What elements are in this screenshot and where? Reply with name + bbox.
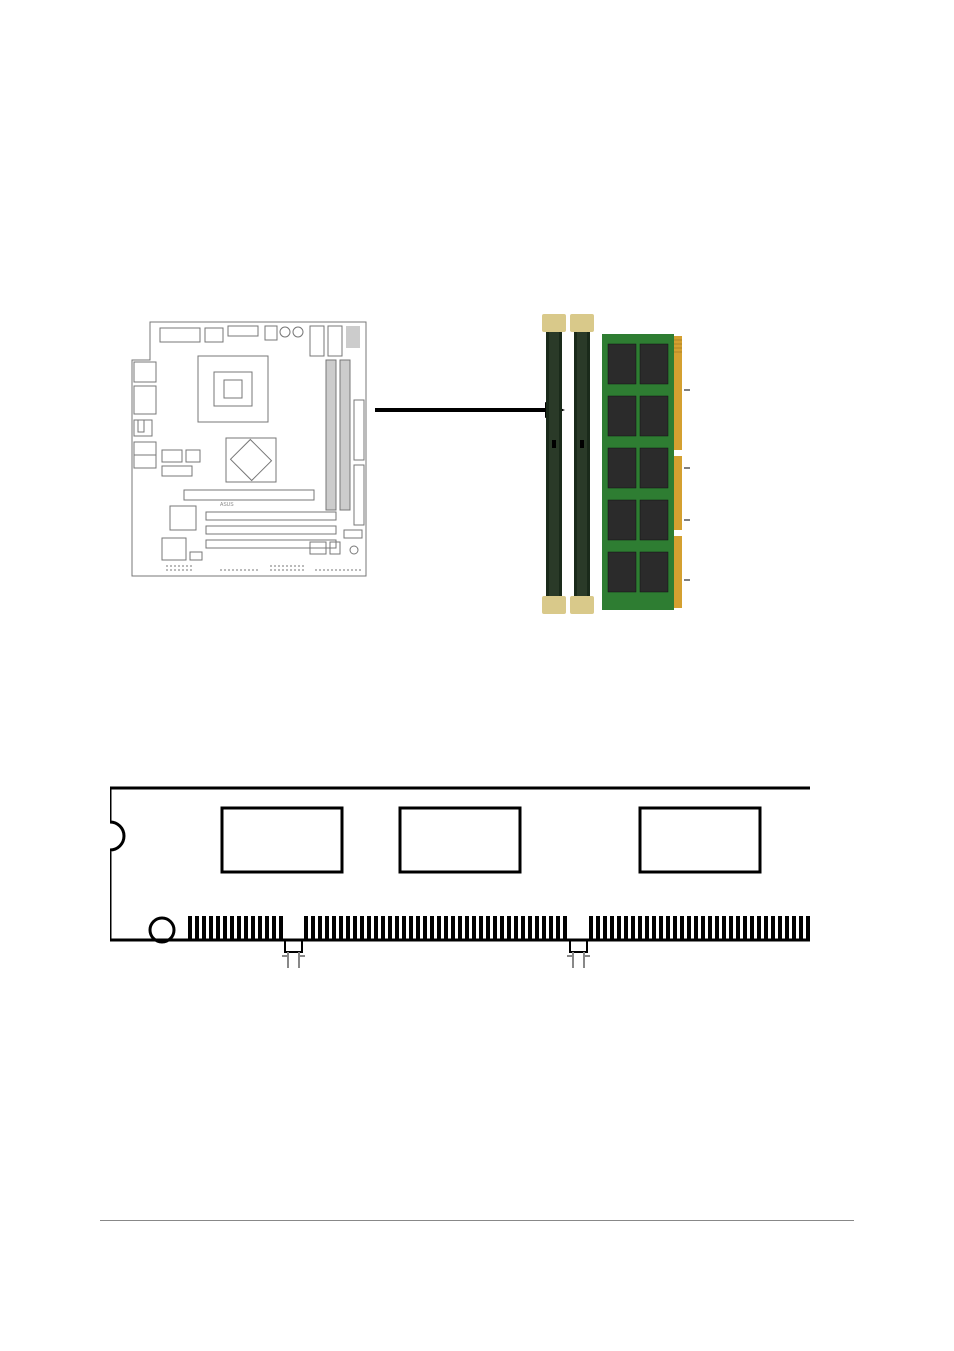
ram-outline-diagram [110,780,810,980]
motherboard-diagram: ASUS [130,320,370,580]
ram-module-illustration [600,330,692,620]
figure-ram-outline [110,780,810,980]
dimm-sockets-illustration [540,310,596,620]
footer-rule [100,1220,854,1221]
figure-memory-location: ASUS [130,320,830,640]
svg-text:ASUS: ASUS [220,502,234,508]
page: ASUS [0,0,954,1351]
